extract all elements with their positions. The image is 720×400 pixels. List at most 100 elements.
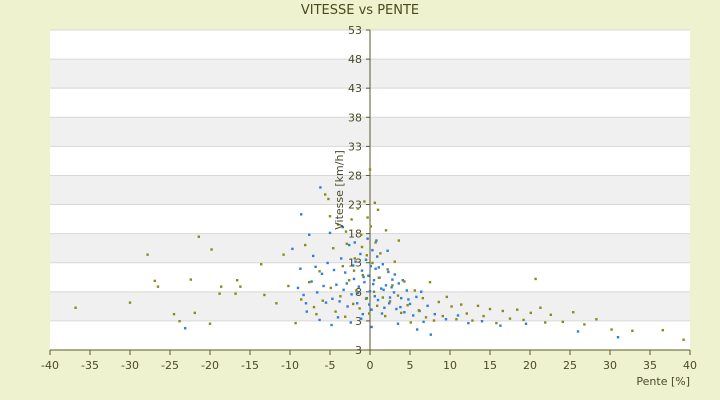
data-point: [377, 266, 380, 269]
data-point: [342, 288, 345, 292]
x-tick-label: 0: [367, 359, 374, 372]
data-point: [392, 291, 396, 294]
data-point: [516, 308, 519, 311]
data-point: [322, 284, 325, 288]
data-point: [344, 315, 347, 318]
data-point: [467, 321, 470, 325]
data-point: [305, 310, 308, 313]
data-point: [476, 304, 480, 308]
data-point: [324, 193, 327, 196]
data-point: [328, 231, 332, 235]
data-point: [275, 302, 278, 305]
data-point: [422, 320, 425, 324]
y-tick-label: 28: [348, 169, 362, 182]
data-point: [346, 305, 349, 308]
data-point: [403, 311, 406, 314]
data-point: [409, 321, 412, 324]
data-point: [420, 290, 423, 293]
data-point: [302, 293, 305, 297]
data-point: [335, 283, 338, 286]
data-point: [381, 296, 384, 299]
data-point: [373, 295, 376, 298]
data-point: [329, 286, 332, 290]
data-point: [353, 241, 356, 244]
data-point: [376, 304, 379, 308]
data-point: [379, 252, 382, 255]
data-point: [390, 286, 393, 289]
data-point: [370, 325, 373, 329]
data-point: [312, 305, 316, 309]
data-point: [318, 318, 321, 322]
data-point: [236, 279, 239, 282]
data-point: [370, 308, 373, 311]
data-point: [400, 296, 403, 300]
data-point: [361, 273, 364, 277]
data-point: [360, 233, 363, 236]
data-point: [312, 254, 315, 258]
data-point: [348, 279, 351, 282]
data-point: [388, 300, 392, 303]
data-point: [416, 328, 419, 331]
data-point: [508, 317, 512, 320]
data-point: [424, 316, 428, 319]
data-point: [368, 312, 371, 315]
data-point: [380, 287, 383, 290]
data-point: [364, 297, 368, 300]
data-point: [348, 243, 351, 247]
data-point: [332, 247, 335, 250]
data-point: [349, 321, 352, 324]
data-point: [316, 291, 319, 294]
data-point: [330, 323, 333, 327]
data-point: [367, 274, 370, 277]
data-point: [331, 297, 334, 300]
data-point: [373, 201, 376, 204]
data-point: [356, 302, 359, 305]
data-point: [391, 284, 394, 287]
data-point: [344, 271, 347, 274]
data-point: [371, 248, 374, 252]
x-tick-label: -25: [161, 359, 179, 372]
data-point: [304, 243, 307, 247]
x-tick-label: 20: [523, 359, 537, 372]
data-point: [488, 307, 492, 311]
data-point: [408, 302, 412, 306]
data-point: [178, 320, 181, 323]
data-point: [353, 257, 356, 260]
data-point: [368, 303, 371, 306]
data-point: [583, 323, 586, 326]
data-point: [386, 249, 389, 252]
data-point: [417, 309, 420, 312]
data-point: [332, 268, 336, 272]
data-point: [616, 336, 620, 339]
data-point: [220, 285, 223, 288]
y-tick-label: 23: [348, 199, 362, 212]
data-point: [356, 207, 360, 210]
y-tick-label: 33: [348, 140, 362, 153]
data-point: [444, 318, 448, 321]
data-point: [360, 269, 364, 272]
data-point: [539, 306, 542, 309]
y-tick-label: 53: [348, 24, 362, 37]
data-point: [388, 296, 392, 299]
data-point: [661, 328, 664, 332]
data-point: [445, 295, 448, 299]
data-point: [344, 230, 348, 233]
data-point: [595, 318, 598, 321]
data-point: [403, 280, 406, 283]
data-point: [397, 239, 400, 242]
data-point: [300, 213, 303, 216]
data-point: [355, 289, 358, 292]
data-point: [345, 282, 348, 285]
data-point: [308, 280, 311, 284]
data-point: [501, 309, 504, 313]
data-point: [366, 216, 369, 219]
x-tick-label: 5: [407, 359, 414, 372]
data-point: [340, 257, 343, 260]
x-tick-label: -35: [81, 359, 99, 372]
data-point: [460, 303, 463, 306]
data-point: [319, 186, 322, 189]
data-point: [428, 280, 432, 284]
data-point: [339, 295, 342, 298]
y-tick-label: 3: [355, 315, 362, 328]
data-point: [153, 279, 156, 283]
